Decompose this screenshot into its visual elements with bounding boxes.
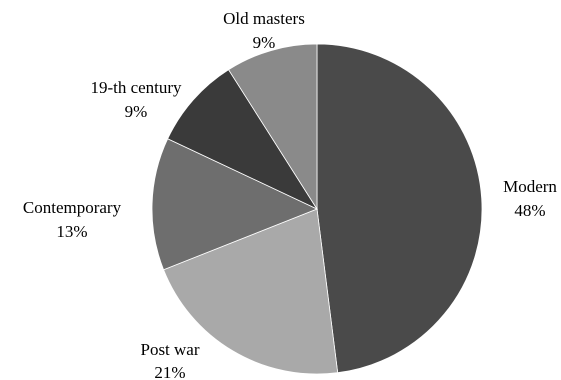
slice-label-19-th-century: 19-th century <box>90 78 182 97</box>
pie-slice-19-th-century <box>167 69 319 210</box>
pie-slice-old-masters <box>228 43 318 211</box>
slice-label-modern: Modern <box>503 177 557 196</box>
pie-slice-post-war <box>163 208 339 375</box>
slice-percent-old-masters: 9% <box>253 33 276 52</box>
slice-label-old-masters: Old masters <box>223 9 305 28</box>
slice-label-contemporary: Contemporary <box>23 198 122 217</box>
slice-percent-contemporary: 13% <box>56 222 87 241</box>
slice-percent-post-war: 21% <box>154 363 185 380</box>
pie-slice-modern <box>316 43 483 374</box>
pie-slice-contemporary <box>151 138 319 271</box>
slice-percent-19-th-century: 9% <box>125 102 148 121</box>
slice-label-post-war: Post war <box>140 340 199 359</box>
slice-percent-modern: 48% <box>514 201 545 220</box>
